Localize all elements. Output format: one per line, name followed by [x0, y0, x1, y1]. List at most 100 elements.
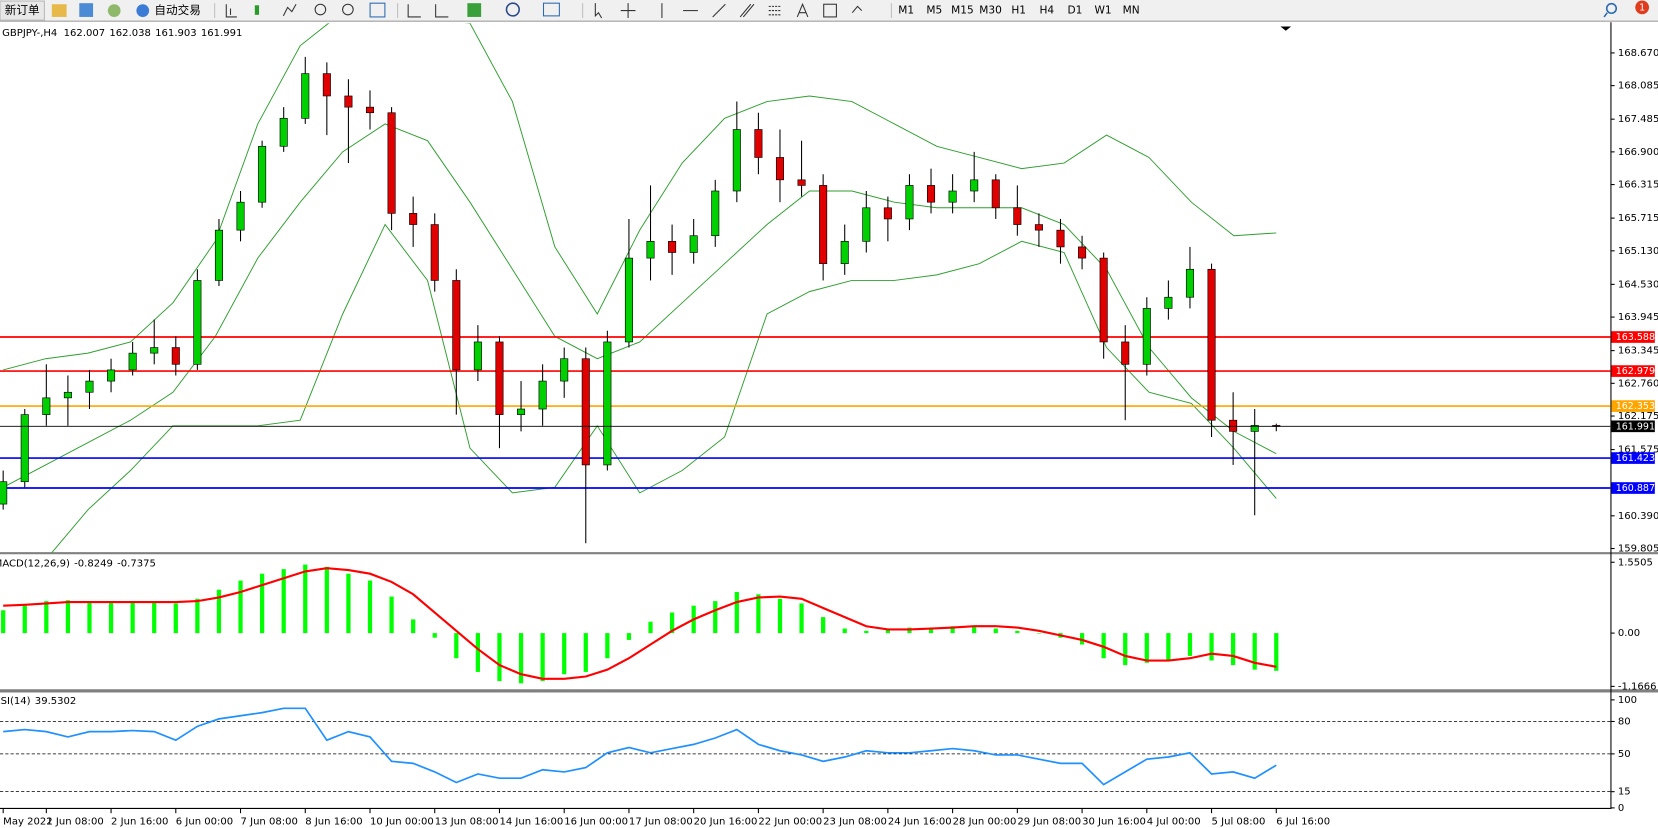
icon-line-chart[interactable]	[282, 3, 297, 17]
icon-shift[interactable]	[435, 4, 449, 18]
icon-folder[interactable]	[51, 4, 67, 17]
macd-bar	[562, 633, 567, 675]
macd-bar	[648, 621, 653, 634]
icon-candles[interactable]	[254, 5, 260, 15]
macd-bar	[1209, 633, 1214, 661]
timeframe-button[interactable]: W1	[1094, 5, 1111, 17]
macd-signal	[3, 567, 1277, 680]
macd-bar	[1123, 633, 1128, 666]
candle-body	[258, 145, 267, 203]
y-tick-label: 50	[1618, 749, 1631, 760]
icon-trendline[interactable]	[712, 3, 726, 18]
chart-shift-marker[interactable]	[1280, 26, 1292, 31]
new-order-button[interactable]: 新订单	[0, 0, 45, 21]
auto-trading-button[interactable]: 自动交易	[136, 3, 201, 17]
icon-market[interactable]	[79, 3, 94, 17]
level-tag	[1611, 331, 1655, 343]
y-tick-label: 166.900	[1618, 147, 1658, 158]
x-tick-label: 16 Jun 00:00	[564, 817, 628, 828]
icon-indicators[interactable]	[467, 3, 482, 17]
icon-channel[interactable]	[739, 3, 755, 18]
macd-bar	[65, 600, 71, 634]
y-tick-label: 15	[1618, 787, 1631, 798]
candle-body	[107, 369, 116, 382]
icon-bar-chart[interactable]	[225, 4, 237, 18]
icon-signals[interactable]	[107, 4, 121, 17]
y-tick-label: 159.805	[1618, 544, 1658, 555]
x-tick-label: 8 Jun 16:00	[305, 817, 362, 828]
icon-scroll[interactable]	[407, 4, 421, 18]
timeframe-button[interactable]: H1	[1011, 5, 1026, 17]
macd-bar	[303, 564, 308, 634]
timeframe-button[interactable]: H4	[1039, 5, 1054, 17]
icon-templates[interactable]	[542, 2, 560, 17]
macd-bar	[1101, 633, 1106, 659]
level-tag	[1611, 400, 1655, 412]
candle-body	[732, 129, 741, 192]
level-label: 162.353	[1616, 401, 1655, 412]
bollinger-lower	[51, 223, 1277, 553]
timeframe-button[interactable]: M30	[979, 5, 1002, 17]
badge-count: 1	[1639, 2, 1645, 13]
candle-body	[322, 73, 331, 97]
y-tick-label: 0.00	[1618, 628, 1640, 639]
macd-bar	[864, 630, 869, 634]
y-tick-label: 163.345	[1618, 346, 1658, 357]
macd-bar	[259, 573, 265, 634]
candle-body	[1034, 224, 1043, 231]
icon-periods[interactable]	[505, 2, 520, 17]
level-tag	[1611, 365, 1655, 377]
macd-bar	[195, 598, 200, 634]
icon-zoom-in[interactable]	[314, 3, 327, 16]
y-tick-label: 165.130	[1618, 246, 1658, 257]
x-tick-label: May 2022	[3, 817, 53, 828]
timeframe-button[interactable]: D1	[1068, 5, 1083, 17]
low: 161.903	[155, 28, 197, 39]
icon-zoom-out[interactable]	[342, 3, 354, 16]
timeframe-button[interactable]: M1	[898, 5, 914, 17]
macd-bar	[799, 603, 804, 634]
x-tick-label: 20 Jun 16:00	[694, 817, 758, 828]
candle-body	[581, 358, 590, 466]
icon-tile[interactable]	[369, 2, 386, 18]
candle-body	[1142, 308, 1151, 365]
search-icon[interactable]	[1605, 2, 1618, 15]
candle-body	[754, 129, 763, 158]
y-tick-label: 163.945	[1618, 312, 1658, 323]
icon-shapes[interactable]	[851, 5, 863, 14]
candle-body	[883, 207, 892, 220]
high: 162.038	[109, 28, 151, 39]
notification-badge[interactable]: 1	[1635, 0, 1650, 15]
timeframe-button[interactable]: M15	[951, 5, 974, 17]
macd-bar	[993, 628, 998, 634]
icon-cursor[interactable]	[594, 3, 603, 19]
macd-bar	[605, 633, 610, 659]
macd-pane	[1, 564, 1279, 684]
timeframe-button[interactable]: M5	[926, 5, 942, 17]
macd-bar	[928, 628, 934, 634]
icon-text[interactable]	[796, 2, 809, 18]
candle-body	[819, 185, 828, 264]
candle-body	[1099, 257, 1108, 343]
candle-body	[365, 106, 375, 114]
icon-crosshair[interactable]	[620, 3, 636, 18]
candle-body	[711, 190, 720, 237]
candle-body	[409, 213, 418, 225]
new-order-label: 新订单	[5, 3, 40, 17]
rsi-value: 39.5302	[35, 696, 77, 707]
icon-label[interactable]	[823, 3, 837, 18]
candle-body	[927, 185, 936, 203]
macd-bar	[626, 633, 632, 640]
candle-body	[1013, 207, 1022, 225]
candle-body	[1207, 268, 1216, 421]
y-tick-label: 162.760	[1618, 378, 1658, 389]
timeframe-button[interactable]: MN	[1123, 5, 1140, 17]
rsi-header: RSI(14) 39.5302	[0, 696, 76, 707]
macd-bar	[281, 569, 286, 634]
macd-bar	[885, 628, 890, 634]
icon-fibo[interactable]	[768, 5, 782, 16]
candle-body	[430, 224, 439, 281]
close: 161.991	[201, 28, 243, 39]
